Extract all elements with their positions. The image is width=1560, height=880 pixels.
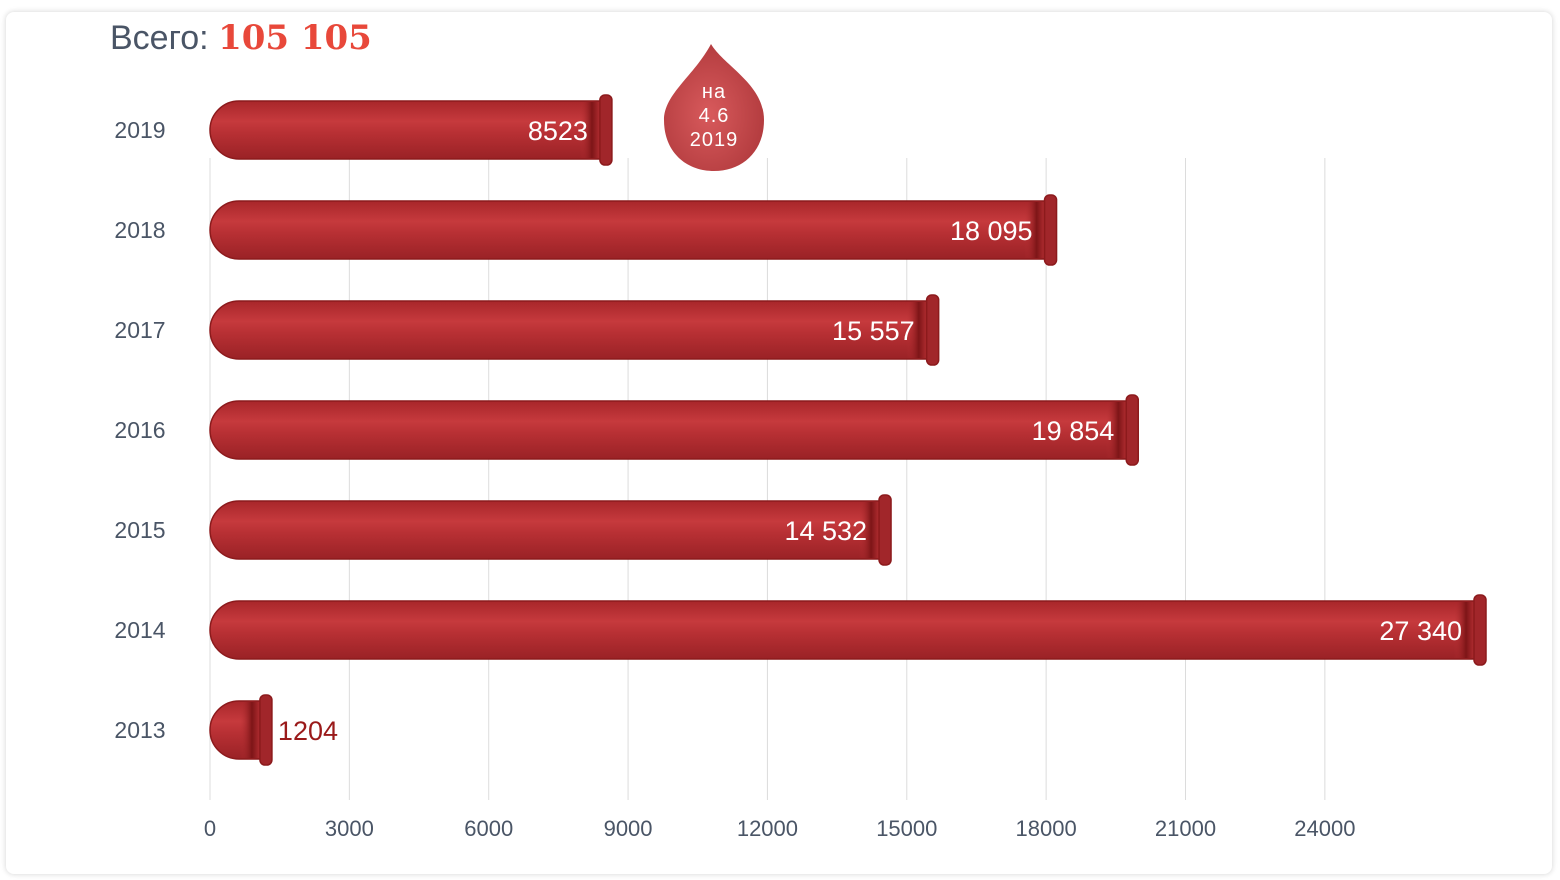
bar-body xyxy=(209,600,1481,660)
bar-value-label: 15 557 xyxy=(832,316,915,346)
bar-end-shade xyxy=(239,702,260,758)
bar-body xyxy=(209,400,1134,460)
bar-end-cap xyxy=(925,294,940,366)
date-note-drop: на 4.6 2019 xyxy=(664,44,764,171)
bar-end-cap xyxy=(599,94,613,166)
bar-2017 xyxy=(209,294,940,366)
bar-end-shade xyxy=(906,302,927,358)
x-tick-label: 24000 xyxy=(1294,816,1355,841)
bar-value-label: 19 854 xyxy=(1032,416,1115,446)
bar-value-label: 14 532 xyxy=(784,516,867,546)
note-line-2: 4.6 xyxy=(699,105,730,127)
bar-2019 xyxy=(209,94,613,166)
year-label: 2018 xyxy=(114,217,165,243)
year-label: 2015 xyxy=(114,517,165,543)
bar-end-shade xyxy=(1106,402,1127,458)
bar-2018 xyxy=(209,194,1058,266)
x-tick-label: 9000 xyxy=(604,816,653,841)
year-label: 2014 xyxy=(114,617,165,643)
bar-2016 xyxy=(209,394,1140,466)
bar-body xyxy=(209,100,607,160)
bar-end-cap xyxy=(1043,194,1058,266)
bar-2014 xyxy=(209,594,1487,666)
bar-end-cap xyxy=(1125,394,1140,466)
bar-end-cap xyxy=(878,494,892,566)
bar-value-label: 27 340 xyxy=(1379,616,1462,646)
bar-value-label: 18 095 xyxy=(950,216,1033,246)
note-line-1: на xyxy=(702,81,726,103)
note-line-3: 2019 xyxy=(690,129,739,151)
x-tick-label: 15000 xyxy=(876,816,937,841)
bar-2015 xyxy=(209,494,892,566)
year-label: 2013 xyxy=(114,717,165,743)
total-value: 105 105 xyxy=(218,18,372,58)
bar-end-shade xyxy=(1024,202,1045,258)
x-tick-label: 3000 xyxy=(325,816,374,841)
bar-end-shade xyxy=(579,102,600,158)
bars-layer xyxy=(209,94,1487,766)
bar-2013 xyxy=(209,694,273,766)
bar-body xyxy=(209,500,886,560)
blood-drop-icon xyxy=(664,44,764,171)
labels-layer: 0 3000 6000 9000 12000 15000 18000 21000 24000 20… xyxy=(114,116,1462,841)
bar-body xyxy=(209,200,1052,260)
x-tick-label: 0 xyxy=(204,816,216,841)
total-label: Всего: xyxy=(110,19,209,57)
bar-body xyxy=(209,300,934,360)
x-tick-label: 6000 xyxy=(464,816,513,841)
bar-end-cap xyxy=(259,694,273,766)
bar-end-cap xyxy=(1473,594,1487,666)
x-tick-label: 18000 xyxy=(1016,816,1077,841)
bar-value-label: 1204 xyxy=(278,716,338,746)
bar-end-shade xyxy=(1454,602,1474,658)
x-tick-label: 12000 xyxy=(737,816,798,841)
year-label: 2016 xyxy=(114,417,165,443)
bar-value-label: 8523 xyxy=(528,116,588,146)
year-label: 2019 xyxy=(114,117,165,143)
year-label: 2017 xyxy=(114,317,165,343)
total-heading: Всего: 105 105 xyxy=(110,18,372,58)
bar-end-shade xyxy=(859,502,880,558)
grid-layer xyxy=(209,158,1326,800)
x-tick-label: 21000 xyxy=(1155,816,1216,841)
